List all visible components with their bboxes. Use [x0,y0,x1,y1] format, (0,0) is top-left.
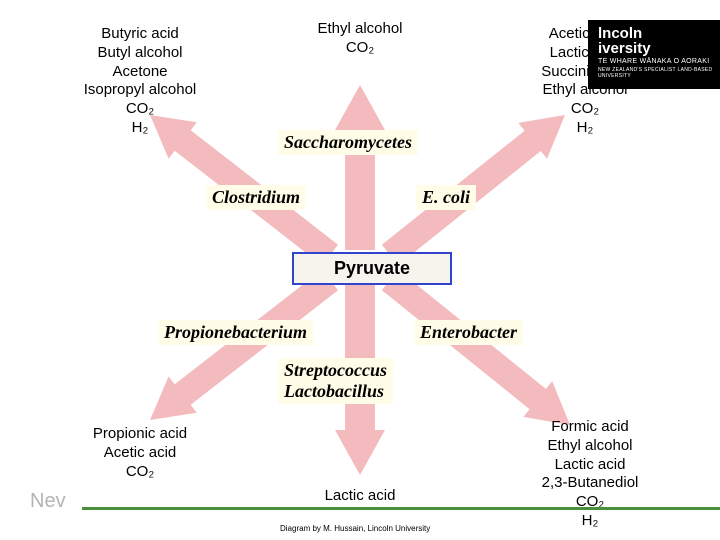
bg-text-ne-label: Nev [30,490,66,512]
prod-bl: Propionic acidAcetic acidCO₂ [55,425,225,481]
pyruvate-label: Pyruvate [334,258,410,278]
credit-text: Diagram by M. Hussain, Lincoln Universit… [280,524,430,533]
bg-text-ne: Nev [30,490,66,513]
organism-propionebacterium: Propionebacterium [158,320,313,345]
organism-enterobacter: Enterobacter [414,320,523,345]
arrow-lr [382,270,570,425]
logo-sub: TE WHARE WĀNAKA O AORAKI [598,58,720,65]
organism-ecoli: E. coli [416,185,476,210]
logo-line2: iversity [598,40,651,57]
organism-saccharomycetes: Saccharomycetes [278,130,418,155]
pyruvate-box: Pyruvate [292,252,452,285]
logo-sub2: NEW ZEALAND'S SPECIALIST LAND-BASED UNIV… [598,67,720,79]
credit-label: Diagram by M. Hussain, Lincoln Universit… [280,524,430,533]
arrow-up [335,85,385,250]
prod-top: Ethyl alcoholCO₂ [305,20,415,58]
prod-br: Formic acidEthyl alcoholLactic acid2,3-B… [500,418,680,531]
university-logo: lncoln iversity TE WHARE WĀNAKA O AORAKI… [588,20,720,89]
organism-strepto-lacto: Streptococcus Lactobacillus [278,358,393,404]
organism-clostridium: Clostridium [206,185,306,210]
prod-tl: Butyric acidButyl alcoholAcetoneIsopropy… [55,25,225,138]
prod-bottom: Lactic acid [300,487,420,506]
green-divider [82,507,720,510]
